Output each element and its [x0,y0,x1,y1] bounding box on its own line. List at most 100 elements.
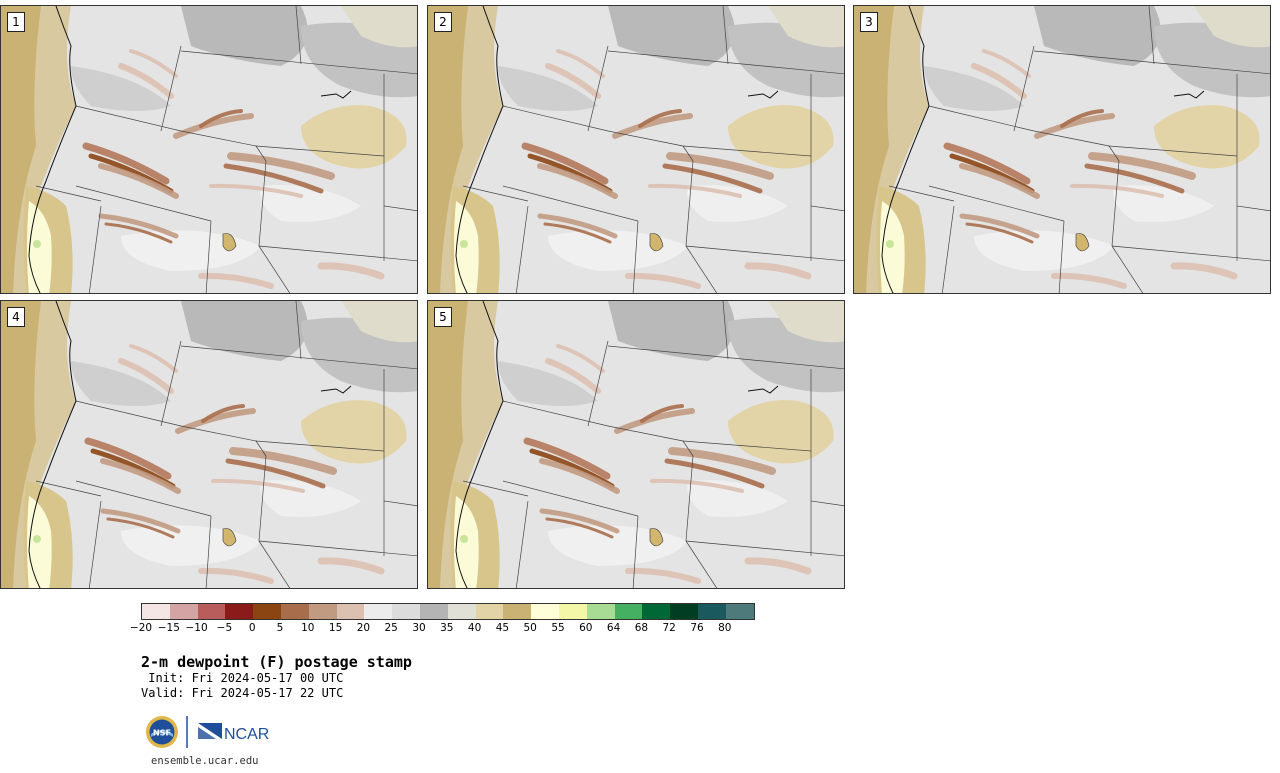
state-border [685,245,718,293]
dry-dewpoint-streak [539,508,620,534]
dry-dewpoint-streak [982,49,1031,78]
offshore-dry-region [428,6,468,293]
dry-dewpoint-streak [104,222,173,244]
gray-patch [71,361,171,406]
state-border [1033,50,1270,75]
dry-dewpoint-streak [1170,262,1238,280]
gray-patch [498,361,598,406]
dry-dewpoint-streak [1060,109,1104,128]
state-border [205,220,212,293]
state-border [1148,6,1155,65]
state-border [928,185,1065,222]
state-borders [462,6,844,293]
colorbar-bin [419,604,448,619]
ensemble-member-4-map: 4 [0,300,418,589]
dry-dewpoint-streak [84,437,172,480]
colorbar-tick-label: 72 [662,622,676,634]
member-label: 1 [7,12,25,32]
colorbar-tick-label: 76 [690,622,704,634]
state-border [941,205,955,293]
state-border [88,205,102,293]
state-border [515,500,529,588]
moist-tan-area [728,400,834,464]
green-moist-spot [33,535,41,543]
nsf-text: NSF [153,729,171,738]
dry-dewpoint-streak [201,404,245,423]
state-border [502,480,639,517]
colorbar-bin [308,604,337,619]
colorbar-bin [670,604,698,619]
state-border [462,480,529,497]
colorbar-bin [142,604,170,619]
state-border [205,515,212,588]
state-border [888,185,955,202]
dry-dewpoint-streak [556,49,605,78]
dry-dewpoint-streak [98,163,179,199]
dry-dewpoint-streak [100,508,181,534]
logos: NSF NCAR [144,714,274,750]
dry-dewpoint-streak [612,113,693,139]
state-border [587,45,609,132]
colorbar-bin [586,604,615,619]
state-border [75,185,212,222]
colorbar-tick-label: 30 [412,622,426,634]
state-border [502,105,609,132]
dry-dewpoint-streak [943,142,1031,185]
dry-dewpoint-streak [199,109,243,128]
offshore-dry-region [1,6,41,293]
dry-dewpoint-streak [650,478,744,493]
state-borders [35,301,417,588]
site-url: ensemble.ucar.edu [151,755,259,767]
ensemble-member-3-map: 3 [853,5,1271,294]
coastline [28,6,77,293]
dry-dewpoint-streak [1084,163,1185,194]
state-border [258,245,291,293]
state-border [515,205,529,293]
state-border [295,6,302,65]
green-moist-spot [33,240,41,248]
missouri-river-reservoir [747,90,779,99]
state-border [462,185,529,202]
gray-patch [71,66,171,111]
colorbar-tick-label: 40 [467,622,482,634]
dry-dewpoint-streak [965,222,1034,244]
state-border [722,301,729,360]
dry-dewpoint-streak [106,517,175,539]
dry-dewpoint-streak [556,344,605,373]
great-salt-lake [222,233,237,252]
offshore-dry-region [854,6,894,293]
state-borders [35,6,417,293]
dry-dewpoint-streak [229,447,337,475]
gray-patch [181,301,308,361]
green-moist-spot [460,535,468,543]
gray-patch [924,66,1024,111]
colorbar-tick-label: −5 [216,622,233,634]
state-border [75,105,182,132]
colorbar-bin [614,604,643,619]
missouri-river-reservoir [1173,90,1205,99]
light-area [687,185,788,222]
init-time: Init: Fri 2024-05-17 00 UTC [141,671,344,685]
moist-tan-area [1154,105,1260,169]
great-salt-lake [649,528,664,547]
state-border [295,301,302,360]
colorbar-tick-label: 10 [301,622,315,634]
dry-dewpoint-streak [118,358,174,394]
dry-dewpoint-streak [959,213,1040,239]
member-label: 3 [860,12,878,32]
dry-dewpoint-streak [638,109,682,128]
ncar-text: NCAR [224,726,269,743]
coastline [455,301,504,588]
colorbar-bin [697,604,726,619]
dry-dewpoint-streak [662,163,763,194]
colorbar-bin [364,604,393,619]
missouri-river-reservoir [747,385,779,394]
colorbar-tick-label: 15 [328,622,343,634]
dry-dewpoint-streak [317,557,385,575]
colorbar-tick-label: 55 [551,622,565,634]
dry-dewpoint-streak [82,142,170,185]
state-border [502,185,639,222]
state-border [928,105,1035,132]
colorbar-tick-label: 60 [579,622,593,634]
colorbar-tick-label: 50 [523,622,537,634]
